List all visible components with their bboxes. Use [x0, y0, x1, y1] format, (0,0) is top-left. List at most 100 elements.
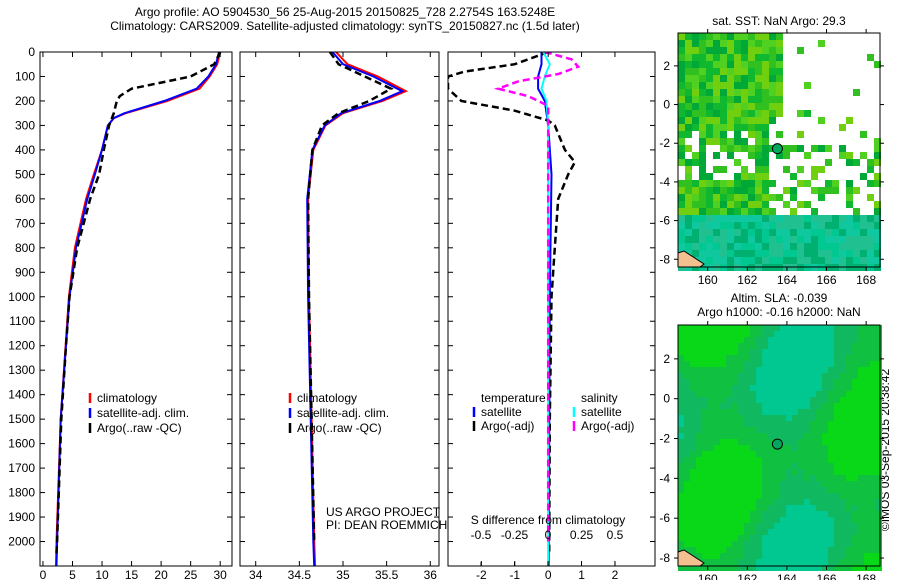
map-cell [755, 89, 762, 96]
map-cell [690, 373, 696, 379]
map-cell [870, 535, 876, 541]
map-cell [804, 517, 810, 523]
map-cell [741, 215, 748, 222]
map-cell [684, 337, 690, 343]
map-cell [750, 457, 756, 463]
map-cell [852, 487, 858, 493]
x-tick-label: 0 [40, 568, 47, 580]
map-cell [714, 325, 720, 331]
map-cell [726, 505, 732, 511]
map-cell [699, 187, 706, 194]
map-cell [792, 511, 798, 517]
map-cell [798, 487, 804, 493]
map-cell [696, 421, 702, 427]
title-line2: Climatology: CARS2009. Satellite-adjuste… [110, 19, 580, 33]
map-cell [768, 385, 774, 391]
map-cell [692, 159, 699, 166]
map-cell [846, 397, 852, 403]
map-cell [696, 427, 702, 433]
map-cell [713, 96, 720, 103]
map-cell [750, 511, 756, 517]
map-cell [755, 222, 762, 229]
map-cell [822, 463, 828, 469]
map-cell [734, 138, 741, 145]
map-cell [834, 409, 840, 415]
map-cell [678, 68, 685, 75]
map-cell [732, 325, 738, 331]
map-cell [810, 541, 816, 547]
map-cell [726, 499, 732, 505]
map-cell [818, 117, 825, 124]
map-cell [792, 403, 798, 409]
map-cell [678, 337, 684, 343]
map-cell [840, 355, 846, 361]
map-cell [692, 75, 699, 82]
map-cell [828, 457, 834, 463]
map-cell [678, 89, 685, 96]
map-cell [768, 325, 774, 331]
map-cell [867, 166, 874, 173]
map-cell [699, 201, 706, 208]
map-cell [727, 103, 734, 110]
map-cell [780, 547, 786, 553]
map-cell [867, 54, 874, 61]
map-cell [810, 343, 816, 349]
x-tick-label: 15 [125, 568, 139, 580]
x-tick-label: -1 [509, 568, 520, 580]
map-cell [834, 355, 840, 361]
map-cell [768, 367, 774, 373]
map-cell [684, 391, 690, 397]
map-cell [852, 373, 858, 379]
map-cell [750, 379, 756, 385]
map-cell [678, 145, 685, 152]
map-cell [818, 40, 825, 47]
s-tick-label: 0.5 [607, 528, 624, 542]
map-cell [678, 403, 684, 409]
map-cell [685, 40, 692, 47]
map-cell [762, 367, 768, 373]
map-cell [811, 145, 818, 152]
map-cell [756, 481, 762, 487]
map-cell [818, 257, 825, 264]
map-cell [756, 559, 762, 565]
map-cell [825, 257, 832, 264]
map-cell [804, 523, 810, 529]
map-cell [762, 355, 768, 361]
map-cell [840, 529, 846, 535]
map-cell [792, 553, 798, 559]
map-cell [678, 439, 684, 445]
map-cell [834, 523, 840, 529]
map-cell [804, 343, 810, 349]
map-cell [692, 47, 699, 54]
map-cell [768, 391, 774, 397]
map-cell [846, 457, 852, 463]
series-climatology [55, 52, 222, 566]
map-cell [822, 505, 828, 511]
map-cell [852, 397, 858, 403]
map-cell [864, 397, 870, 403]
map-cell [713, 138, 720, 145]
map-cell [840, 445, 846, 451]
map-cell [702, 427, 708, 433]
map-cell [684, 367, 690, 373]
map-cell [732, 373, 738, 379]
map-cell [769, 40, 776, 47]
map-cell [828, 445, 834, 451]
map-cell [732, 421, 738, 427]
map-cell [852, 325, 858, 331]
map-cell [734, 187, 741, 194]
map-cell [699, 117, 706, 124]
map-cell [678, 343, 684, 349]
map-cell [804, 547, 810, 553]
map-cell [734, 131, 741, 138]
map-cell [713, 61, 720, 68]
map-cell [832, 243, 839, 250]
map-cell [727, 236, 734, 243]
map-cell [726, 469, 732, 475]
map-cell [810, 421, 816, 427]
map-cell [874, 236, 881, 243]
map-cell [762, 511, 768, 517]
map-cell [825, 159, 832, 166]
map-cell [744, 535, 750, 541]
map-cell [780, 391, 786, 397]
